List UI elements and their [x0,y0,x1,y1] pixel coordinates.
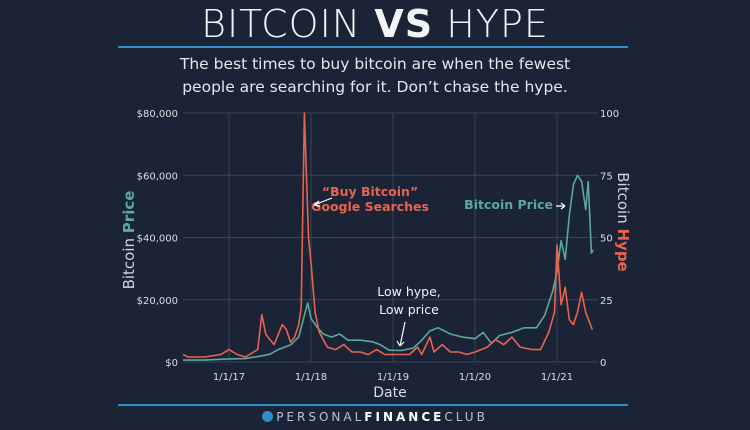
subtitle: The best times to buy bitcoin are when t… [0,53,750,99]
brand-logo: PERSONALFINANCECLUB [0,410,750,424]
x-tick-label: 1/1/18 [295,372,327,383]
title-bitcoin: BITCOIN [201,2,362,46]
y-left-tick-label: $20,000 [137,296,178,307]
y-right-axis-label: Bitcoin Hype [614,172,632,271]
price-line [183,174,594,361]
x-tick-label: 1/1/20 [459,372,491,383]
x-tick-label: 1/1/17 [213,372,245,383]
title-vs: VS [374,2,434,46]
y-right-tick-label: 50 [600,234,613,245]
title-hype: HYPE [446,2,549,46]
brand-part-bold: FINANCE [364,410,445,424]
annotation-low-arrow [396,321,406,347]
annotation-low-line2: Low price [379,302,439,317]
brand-part: PERSONAL [276,410,365,424]
x-tick-label: 1/1/19 [377,372,409,383]
subtitle-line-2: people are searching for it. Don’t chase… [182,78,568,96]
annotation-low-line1: Low hype, [377,284,441,299]
annotation-price: Bitcoin Price [464,197,553,212]
title-divider [118,46,628,48]
annotation-hype-line2: Google Searches [311,199,429,214]
x-axis-label: Date [373,385,406,401]
y-left-axis-label: Bitcoin Price [120,191,138,290]
footer-divider [118,404,628,406]
y-left-tick-label: $0 [165,358,178,369]
y-right-tick-label: 100 [600,109,619,120]
annotation-price-arrow [556,202,566,210]
brand-part: CLUB [444,410,488,424]
y-left-tick-label: $60,000 [137,171,178,182]
y-right-tick-label: 0 [600,358,606,369]
y-left-tick-label: $40,000 [137,234,178,245]
x-tick-label: 1/1/21 [541,372,573,383]
logo-icon [262,411,274,422]
y-right-tick-label: 25 [600,296,613,307]
subtitle-line-1: The best times to buy bitcoin are when t… [179,55,571,73]
page-title: BITCOIN VS HYPE [0,2,750,46]
annotation-hype-arrow [313,197,333,207]
annotation-hype-line1: “Buy Bitcoin” [322,184,418,199]
y-right-tick-label: 75 [600,171,613,182]
y-left-tick-label: $80,000 [137,109,178,120]
hype-line [182,112,594,358]
